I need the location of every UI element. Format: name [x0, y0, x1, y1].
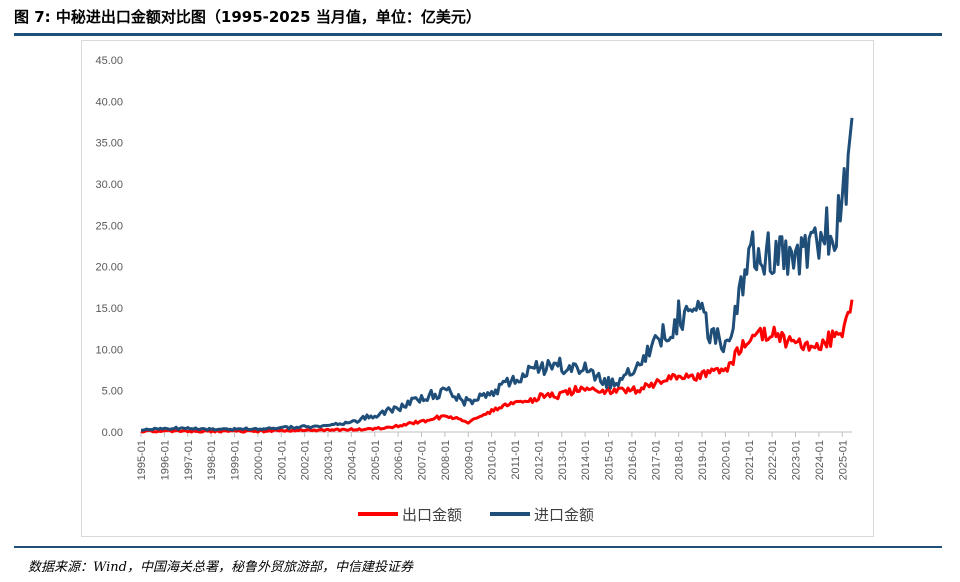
x-tick-label: 2008-01	[440, 440, 452, 480]
legend-label-export: 出口金额	[402, 507, 462, 524]
x-tick-label: 2019-01	[697, 440, 709, 480]
chart-frame	[81, 40, 874, 537]
plot-area	[140, 117, 854, 434]
x-tick-label: 2006-01	[393, 440, 405, 480]
y-tick-label: 20.00	[95, 262, 123, 274]
x-tick-label: 2009-01	[463, 440, 475, 480]
y-tick-label: 30.00	[95, 179, 123, 191]
x-axis: 1995-01 1996-01 1997-01 1998-01 1999-01 2000-…	[136, 431, 852, 480]
x-tick-label: 2017-01	[650, 440, 662, 480]
y-tick-label: 5.00	[102, 386, 123, 398]
x-tick-label: 1996-01	[159, 440, 171, 480]
y-tick-label: 10.00	[95, 344, 123, 356]
x-tick-label: 1997-01	[183, 440, 195, 480]
y-axis: 0.00 5.00 10.00 15.00 20.00 25.00 30.00 35.00 40…	[95, 55, 123, 439]
y-tick-label: 40.00	[95, 96, 123, 108]
figure-title: 图 7: 中秘进出口金额对比图（1995-2025 当月值，单位：亿美元）	[14, 8, 481, 26]
x-tick-label: 2002-01	[300, 440, 312, 480]
y-tick-label: 0.00	[102, 427, 123, 439]
source-note: 数据来源：Wind，中国海关总署，秘鲁外贸旅游部，中信建投证券	[28, 560, 413, 575]
x-tick-label: 1995-01	[136, 440, 148, 480]
legend-label-import: 进口金额	[534, 507, 594, 524]
legend: 出口金额 进口金额	[358, 507, 594, 524]
top-rule	[14, 33, 942, 36]
x-tick-label: 2003-01	[323, 440, 335, 480]
export-series-line	[140, 299, 854, 434]
x-tick-label: 2015-01	[604, 440, 616, 480]
x-tick-label: 2005-01	[370, 440, 382, 480]
x-tick-label: 2014-01	[580, 440, 592, 480]
x-tick-label: 1998-01	[206, 440, 218, 480]
x-tick-label: 2022-01	[767, 440, 779, 480]
x-tick-label: 2012-01	[533, 440, 545, 480]
y-tick-label: 35.00	[95, 138, 123, 150]
x-tick-label: 2018-01	[674, 440, 686, 480]
x-tick-label: 2024-01	[814, 440, 826, 480]
x-tick-label: 2025-01	[837, 440, 849, 480]
x-tick-label: 2016-01	[627, 440, 639, 480]
x-tick-label: 2023-01	[791, 440, 803, 480]
x-tick-label: 2011-01	[510, 440, 522, 480]
y-tick-label: 25.00	[95, 220, 123, 232]
x-tick-label: 2000-01	[253, 440, 265, 480]
x-tick-label: 2001-01	[276, 440, 288, 480]
import-series-line	[140, 117, 854, 432]
x-tick-label: 2007-01	[417, 440, 429, 480]
x-tick-label: 1999-01	[230, 440, 242, 480]
x-tick-label: 2021-01	[744, 440, 756, 480]
x-tick-label: 2013-01	[557, 440, 569, 480]
y-tick-label: 15.00	[95, 303, 123, 315]
y-tick-label: 45.00	[95, 55, 123, 67]
bottom-rule	[14, 546, 942, 548]
x-tick-label: 2010-01	[487, 440, 499, 480]
x-tick-label: 2020-01	[720, 440, 732, 480]
x-tick-label: 2004-01	[346, 440, 358, 480]
